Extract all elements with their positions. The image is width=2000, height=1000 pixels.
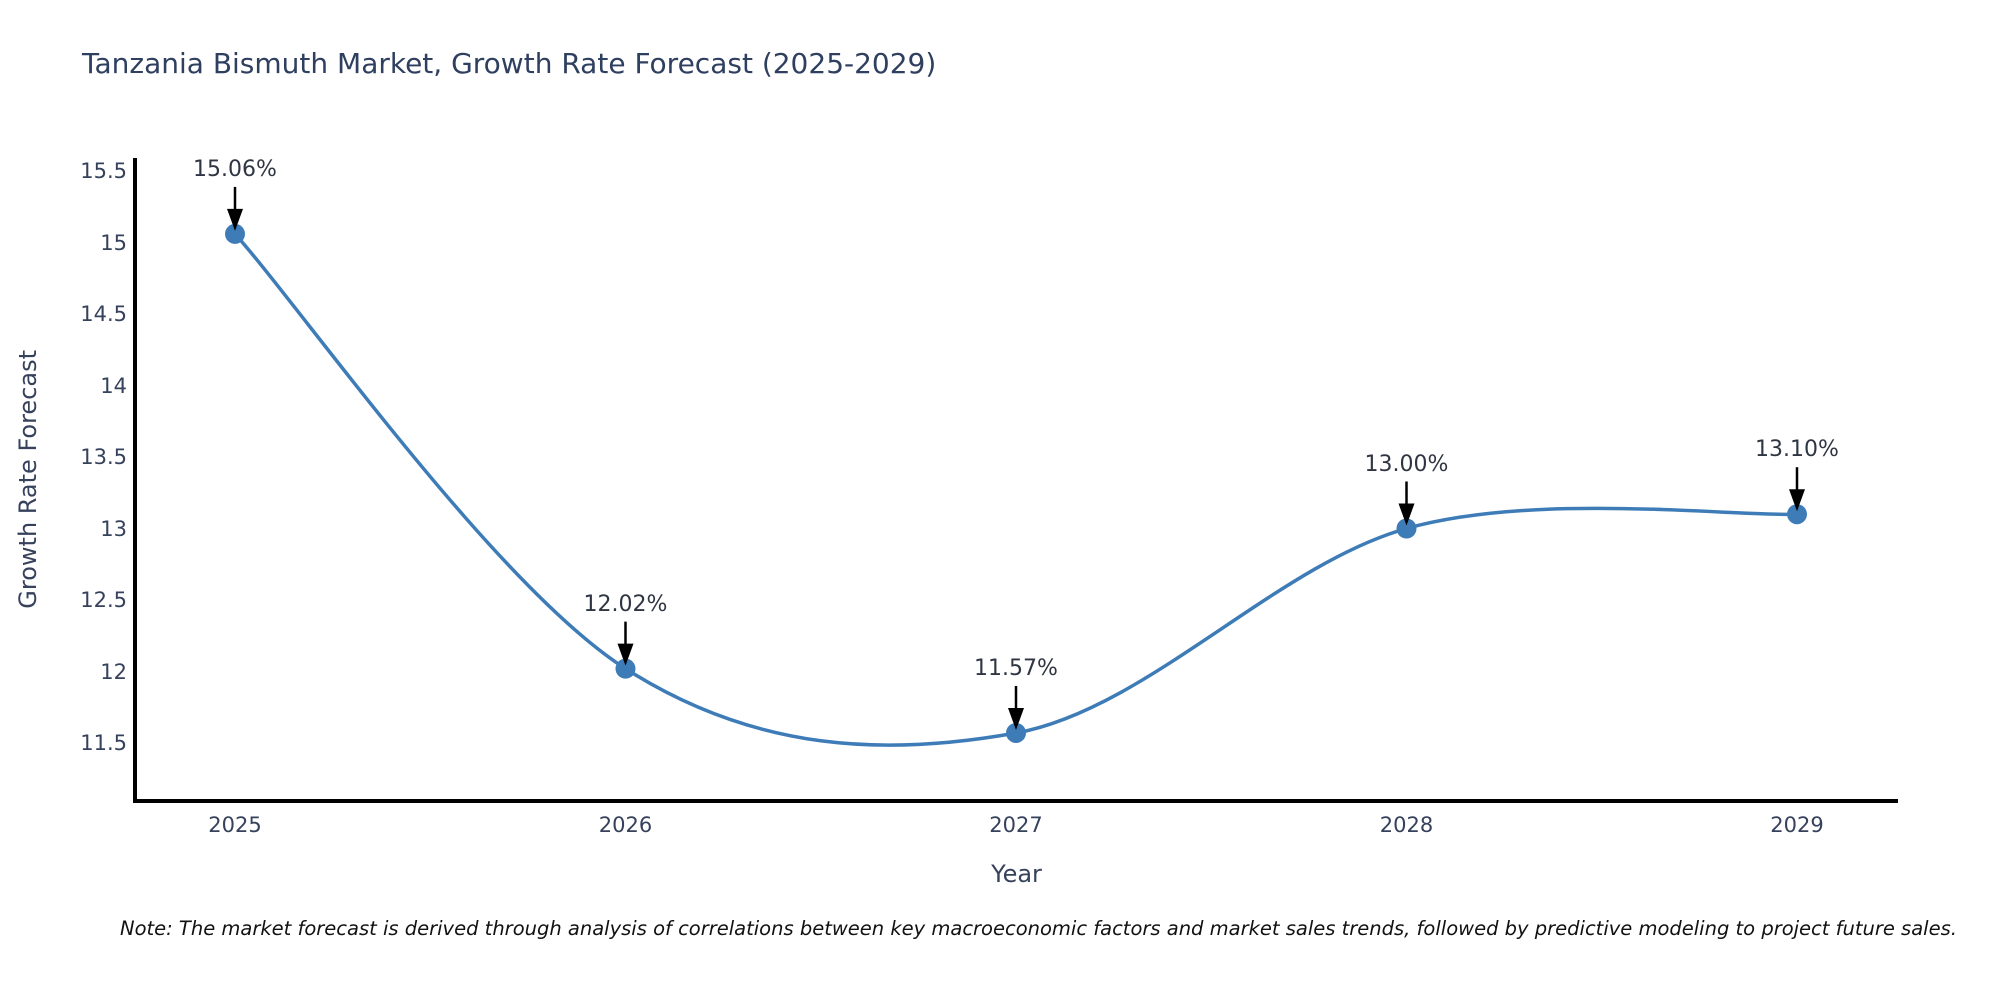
y-axis-tick-label: 12	[100, 659, 127, 684]
chart-title: Tanzania Bismuth Market, Growth Rate For…	[82, 47, 937, 80]
y-axis-tick-label: 12.5	[80, 588, 127, 612]
data-point-marker	[1396, 518, 1417, 539]
data-point-label: 11.57%	[974, 655, 1058, 681]
x-axis-tick-label: 2025	[208, 813, 262, 837]
y-axis-tick-label: 13.5	[80, 445, 127, 469]
annotation-arrow-head	[1398, 503, 1415, 526]
data-point-marker	[225, 223, 245, 244]
y-axis-title-container: Growth Rate Forecast	[6, 158, 50, 801]
x-axis-tick-label: 2029	[1770, 813, 1824, 837]
annotation-arrow-head	[1008, 707, 1024, 730]
x-axis-tick-label: 2028	[1379, 813, 1434, 837]
footnote: Note: The market forecast is derived thr…	[120, 917, 1957, 940]
y-axis-tick-label: 14.5	[80, 302, 127, 326]
data-point-marker	[1787, 504, 1807, 525]
forecast-line	[233, 232, 1798, 747]
y-axis-tick-label: 15.5	[80, 159, 127, 183]
y-axis-title: Growth Rate Forecast	[14, 350, 42, 609]
y-axis-tick-label: 14	[100, 373, 127, 398]
y-axis-tick-label: 13	[100, 516, 127, 541]
data-point-label: 12.02%	[583, 591, 668, 617]
data-point-label: 15.06%	[193, 156, 277, 182]
y-axis-tick-label: 15	[100, 230, 127, 255]
data-point-label: 13.00%	[1364, 451, 1449, 477]
annotation-arrow-head	[1789, 489, 1805, 512]
data-point-label: 13.10%	[1755, 437, 1839, 463]
annotation-arrow-head	[227, 208, 243, 231]
data-point-marker	[615, 658, 636, 679]
y-axis-tick-label: 11.5	[80, 731, 127, 755]
x-axis-tick-label: 2026	[598, 813, 653, 837]
x-axis-title: Year	[991, 860, 1042, 888]
data-point-marker	[1006, 722, 1026, 743]
x-axis-tick-label: 2027	[989, 813, 1043, 837]
annotation-arrow-head	[617, 643, 634, 666]
